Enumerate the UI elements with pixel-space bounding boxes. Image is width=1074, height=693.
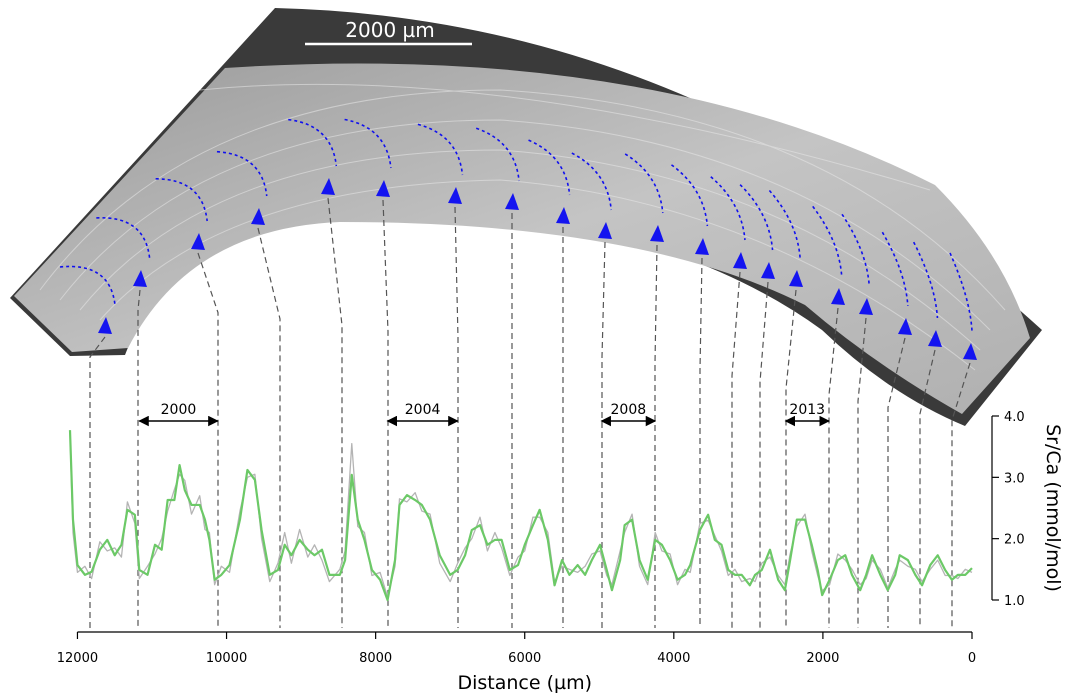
x-axis-label: Distance (µm)	[457, 672, 592, 693]
scale-bar-label: 2000 µm	[345, 18, 434, 42]
connector	[919, 349, 936, 628]
growth-arc	[528, 139, 571, 196]
x-tick-label: 8000	[359, 651, 392, 666]
growth-marker	[831, 288, 845, 305]
growth-arc	[344, 118, 392, 169]
connector	[327, 197, 343, 628]
series-line	[68, 430, 973, 602]
growth-marker	[448, 187, 462, 204]
growth-marker	[251, 208, 265, 225]
growth-arc	[216, 150, 268, 197]
growth-arc	[59, 265, 116, 306]
y-axis-label: Sr/Ca (mmol/mol)	[1042, 424, 1064, 592]
growth-arc	[671, 164, 709, 227]
year-label: 2004	[405, 402, 441, 418]
connector	[137, 289, 141, 628]
growth-arc	[710, 176, 746, 241]
year-label: 2000	[161, 402, 197, 418]
x-tick-label: 2000	[806, 651, 839, 666]
growth-arc	[881, 231, 909, 307]
growth-marker	[98, 317, 112, 334]
growth-arc	[288, 118, 338, 167]
growth-marker	[191, 233, 205, 250]
growth-marker	[650, 225, 664, 242]
growth-marker	[733, 252, 747, 269]
connector	[857, 317, 867, 628]
growth-arc	[417, 123, 464, 176]
plot: 4.0 3.0 2.0 1.0 Sr/Ca (mmol/mol) 12000 10000 80…	[57, 402, 1064, 693]
x-tick-label: 10000	[206, 651, 247, 666]
x-tick-label: 4000	[657, 651, 690, 666]
connector	[382, 199, 389, 628]
shell-image: 2000 µm	[10, 8, 1042, 426]
y-tick-label: 2.0	[1004, 533, 1025, 548]
y-tick-label: 4.0	[1004, 410, 1025, 425]
x-tick-label: 12000	[57, 651, 98, 666]
year-label: 2008	[611, 402, 647, 418]
growth-marker	[928, 330, 942, 347]
series-line	[69, 434, 973, 598]
connector	[601, 241, 606, 628]
growth-marker	[789, 270, 803, 287]
growth-marker	[505, 193, 519, 210]
growth-arc	[841, 213, 871, 287]
growth-arc	[812, 205, 843, 277]
connector	[759, 281, 769, 628]
connector	[887, 337, 906, 628]
growth-arc	[739, 184, 774, 251]
connector	[654, 244, 658, 628]
growth-arc	[912, 241, 939, 319]
growth-arc	[155, 177, 208, 222]
connector	[828, 307, 839, 628]
growth-marker	[321, 178, 335, 195]
y-tick-label: 1.0	[1004, 594, 1025, 609]
connector	[785, 289, 797, 628]
x-tick-label: 6000	[508, 651, 541, 666]
connector	[699, 257, 703, 628]
growth-arc	[96, 217, 151, 259]
growth-marker	[859, 298, 873, 315]
growth-marker	[556, 207, 570, 224]
y-tick-label: 3.0	[1004, 471, 1025, 486]
x-tick-label: 0	[968, 651, 976, 666]
growth-arc	[949, 252, 973, 332]
growth-marker	[598, 222, 612, 239]
connector	[454, 206, 459, 628]
growth-arc	[475, 127, 520, 182]
growth-arc	[571, 152, 613, 211]
year-label: 2013	[789, 402, 825, 418]
connector	[89, 336, 106, 628]
connector	[257, 227, 281, 628]
connector	[731, 271, 741, 628]
growth-marker	[898, 318, 912, 335]
growth-marker	[695, 238, 709, 255]
growth-marker	[963, 343, 977, 360]
growth-marker	[761, 262, 775, 279]
connector	[197, 252, 219, 628]
growth-arc	[768, 189, 801, 259]
growth-marker	[133, 270, 147, 287]
growth-arc	[624, 153, 664, 214]
growth-marker	[376, 180, 390, 197]
